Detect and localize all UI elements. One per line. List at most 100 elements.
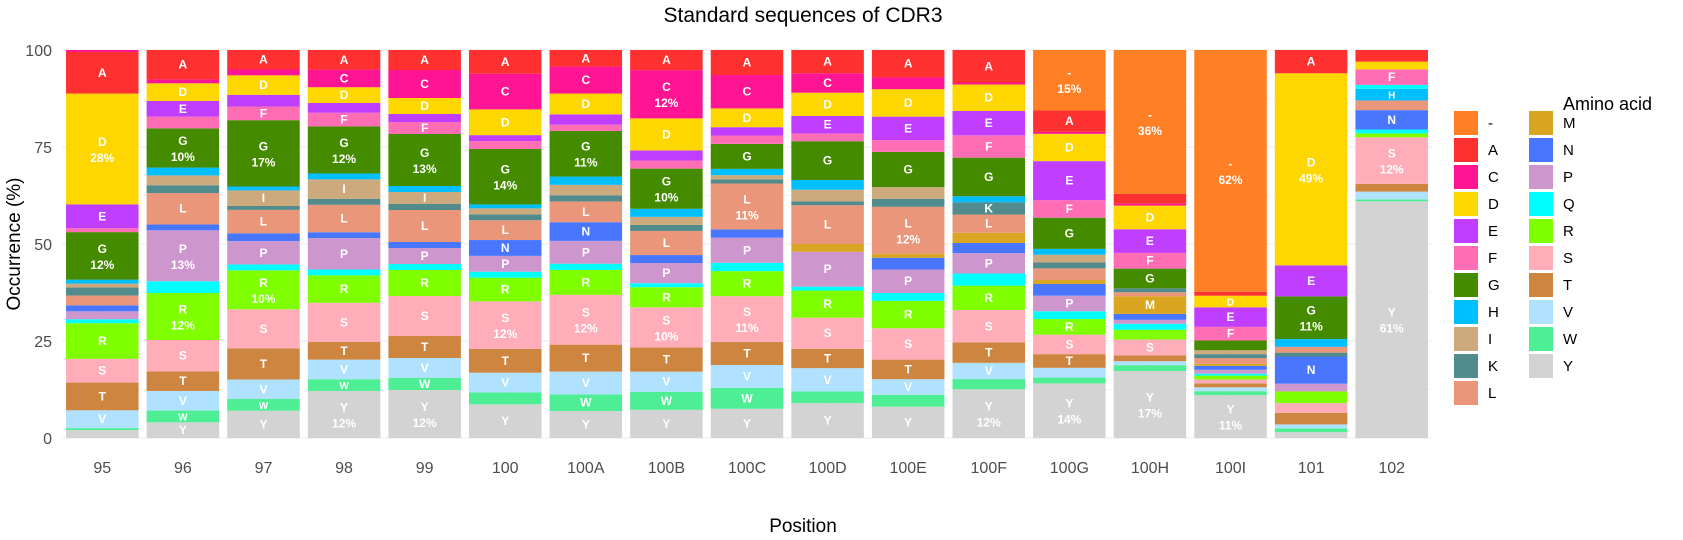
segment-percent: 14% [1057, 413, 1081, 427]
bar-segment-102-D [1355, 61, 1428, 70]
segment-label: C [501, 85, 510, 99]
segment-label: W [419, 377, 431, 391]
x-tick-label: 100 [492, 460, 519, 477]
bar-segment-99-D [388, 98, 461, 114]
bar-segment-100A-F [549, 124, 623, 131]
legend-swatch [1454, 192, 1478, 216]
bar-segment-100G-L [1033, 268, 1106, 281]
bar-segment-100G-K [1033, 262, 1106, 269]
segment-label: A [743, 56, 752, 70]
bar-segment-100A-G [549, 130, 623, 177]
segment-label: Y [179, 423, 187, 437]
legend-label: F [1488, 250, 1497, 267]
bar-segment-100F-L [952, 214, 1026, 233]
bar-segment-96-E [146, 100, 220, 117]
bar-segment-100H-G [1113, 268, 1187, 289]
bar-segment-97-W [227, 399, 300, 411]
segment-label: P [662, 266, 670, 280]
legend-swatch [1454, 354, 1478, 378]
bar-segment-100G-W [1033, 377, 1106, 384]
bar-segment-95-V [66, 410, 139, 429]
bar-segment-100E-C [871, 77, 945, 90]
bar-segment-100H-P [1113, 319, 1187, 324]
bar-segment-100B-L [630, 230, 703, 256]
bar-segment-100H-K [1113, 288, 1187, 293]
bar-segment-100-N [468, 240, 542, 256]
segment-label: E [904, 121, 912, 135]
bar-stack-102: Y 61% S 12% NHF [1355, 50, 1428, 438]
segment-label: P [259, 246, 267, 260]
segment-label: Y [904, 415, 912, 429]
bar-segment-96-V [146, 390, 220, 411]
bar-segment-100E-M [871, 253, 945, 258]
bar-segment-100G-C [1033, 131, 1106, 134]
bar-segment-100D-V [791, 368, 864, 392]
segment-label: G [581, 140, 590, 154]
bar-segment-95-I [66, 283, 139, 288]
bar-segment-100B-E [630, 150, 703, 161]
bar-segment-100I-W [1194, 391, 1267, 396]
bar-segment-96-G [146, 128, 220, 168]
segment-percent: 62% [1219, 173, 1243, 187]
segment-label: D [420, 99, 429, 113]
bar-segment-100C-H [710, 168, 784, 176]
x-tick-label: 100A [567, 460, 605, 477]
segment-label: G [1145, 271, 1154, 285]
bar-segment-98-V [307, 359, 381, 380]
segment-label: R [420, 276, 429, 290]
bar-segment-102-R [1355, 133, 1428, 138]
segment-label: C [823, 76, 832, 90]
bar-segment-100E-G [871, 151, 945, 188]
segment-label: F [260, 106, 267, 120]
segment-label: S [340, 315, 348, 329]
legend-item-gap: - [1454, 111, 1493, 135]
segment-label: K [984, 201, 993, 215]
segment-label: C [743, 85, 752, 99]
segment-label: E [1227, 310, 1235, 324]
bar-segment-100I-G [1194, 340, 1267, 351]
segment-label: P [743, 243, 751, 257]
legend-item-Q: Q [1529, 192, 1575, 216]
bar-segment-100A-S [549, 294, 623, 345]
bar-segment-99-T [388, 336, 461, 358]
segment-label: F [340, 113, 347, 127]
segment-label: W [259, 401, 269, 412]
bar-segment-100A-C [549, 66, 623, 94]
segment-label: L [985, 217, 992, 231]
bar-segment-96-I [146, 175, 220, 186]
segment-label: A [1307, 55, 1316, 69]
segment-label: T [340, 344, 348, 358]
segment-label: D [501, 115, 510, 129]
bar-segment-95-Q [66, 319, 139, 324]
segment-percent: 15% [1057, 82, 1081, 96]
bar-segment-100G-E [1033, 161, 1106, 201]
segment-label: W [661, 394, 673, 408]
bar-segment-100D-Q [791, 286, 864, 291]
bar-segment-99-W [388, 378, 461, 390]
bar-segment-100A-A [549, 50, 623, 67]
legend-swatch [1454, 327, 1478, 351]
segment-label: P [1065, 296, 1073, 310]
bar-segment-100I-P [1194, 369, 1267, 374]
bar-segment-98-D [307, 87, 381, 103]
bar-segment-100C-N [710, 229, 784, 238]
bar-segment-95-L [66, 295, 139, 306]
bar-segment-100C-A [710, 50, 784, 76]
bar-segment-100E-D [871, 89, 945, 117]
y-axis: 0 25 50 75 100 [25, 43, 52, 448]
bar-segment-100F-W [952, 379, 1026, 390]
bar-segment-96-H [146, 167, 220, 176]
segment-label: S [985, 319, 993, 333]
bar-segment-100G-A [1033, 110, 1106, 132]
bar-segment-100-E [468, 135, 542, 142]
bar-segment-97-R [227, 270, 300, 310]
bar-segment-100I-R [1194, 375, 1267, 380]
legend-item-Y: Y [1529, 354, 1573, 378]
bar-segment-101-G [1274, 296, 1348, 340]
segment-label: S [259, 322, 267, 336]
bar-segment-100C-E [710, 127, 784, 136]
bar-segment-100-R [468, 277, 542, 302]
bar-segment-100D-C [791, 73, 864, 93]
legend-label: A [1488, 142, 1498, 159]
